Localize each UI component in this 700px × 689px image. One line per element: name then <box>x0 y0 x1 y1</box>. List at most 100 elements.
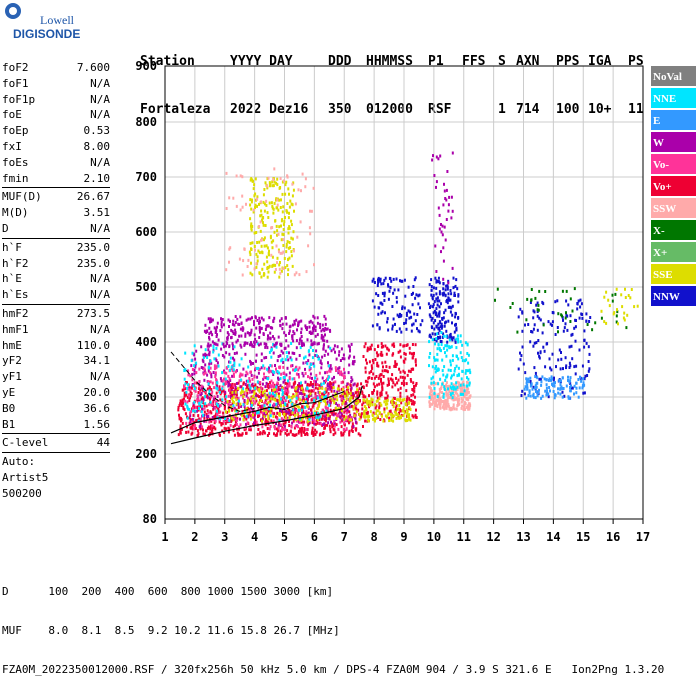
scatter-point <box>368 371 371 375</box>
scatter-point <box>274 393 277 397</box>
scatter-point <box>281 388 284 392</box>
scatter-point <box>217 338 220 342</box>
scatter-point <box>402 359 405 363</box>
scatter-point <box>436 395 439 399</box>
scatter-point <box>210 430 213 433</box>
scatter-point <box>296 395 298 398</box>
scatter-point <box>442 395 445 399</box>
scatter-point <box>312 349 314 352</box>
scatter-point <box>340 433 343 437</box>
scatter-point <box>221 422 224 426</box>
scatter-point <box>356 401 359 405</box>
scatter-point <box>195 349 198 353</box>
scatter-point <box>402 414 405 417</box>
scatter-point <box>271 226 274 229</box>
scatter-point <box>542 323 545 327</box>
scatter-point <box>412 402 415 406</box>
scatter-point <box>348 410 351 414</box>
scatter-point <box>274 390 277 394</box>
scatter-point <box>375 292 378 296</box>
scatter-point <box>297 431 300 435</box>
scatter-point <box>337 387 340 391</box>
scatter-point <box>431 158 434 162</box>
scatter-point <box>394 365 397 368</box>
scatter-point <box>408 405 411 409</box>
scatter-point <box>272 343 275 346</box>
param-name: B1 <box>2 417 16 431</box>
scatter-point <box>334 431 337 435</box>
scatter-point <box>228 196 231 200</box>
scatter-point <box>430 390 433 394</box>
param-row: hmE 110.0 <box>2 338 110 354</box>
scatter-point <box>532 344 535 348</box>
labels-4: P1 <box>428 54 444 69</box>
scatter-point <box>235 423 238 426</box>
scatter-point <box>429 306 431 309</box>
scatter-point <box>392 352 395 356</box>
scatter-point <box>431 332 434 336</box>
scatter-point <box>369 345 372 349</box>
scatter-point <box>340 397 343 401</box>
scatter-point <box>272 388 275 392</box>
scatter-point <box>227 318 230 322</box>
scatter-point <box>230 365 233 369</box>
scatter-point <box>279 432 282 436</box>
scatter-point <box>335 406 338 410</box>
scatter-point <box>284 316 287 320</box>
scatter-point <box>380 373 383 377</box>
scatter-point <box>301 384 303 388</box>
scatter-point <box>234 387 237 391</box>
scatter-point <box>557 358 560 362</box>
scatter-point <box>460 385 463 389</box>
scatter-point <box>533 366 536 370</box>
scatter-point <box>415 382 418 385</box>
scatter-point <box>202 356 205 360</box>
scatter-point <box>563 394 566 398</box>
scatter-point <box>324 333 326 337</box>
scatter-point <box>326 394 329 398</box>
scatter-point <box>460 356 463 359</box>
scatter-point <box>433 389 436 393</box>
scatter-point <box>400 409 403 413</box>
scatter-point <box>374 406 377 410</box>
scatter-point <box>365 361 368 365</box>
scatter-point <box>265 356 268 359</box>
scatter-point <box>186 395 189 399</box>
scatter-point <box>338 366 341 370</box>
scatter-point <box>461 398 464 402</box>
scatter-point <box>225 207 228 210</box>
scatter-point <box>340 431 343 435</box>
scatter-point <box>215 400 218 404</box>
scatter-point <box>234 328 237 332</box>
scatter-point <box>368 376 371 380</box>
scatter-point <box>275 433 278 437</box>
scatter-point <box>204 433 206 437</box>
scatter-point <box>419 323 422 327</box>
scatter-point <box>523 392 526 396</box>
scatter-point <box>302 361 305 365</box>
scatter-point <box>291 394 294 398</box>
scatter-point <box>314 334 317 338</box>
scatter-point <box>394 322 396 326</box>
scatter-point <box>536 301 539 305</box>
scatter-point <box>433 407 436 411</box>
scatter-point <box>235 398 238 402</box>
scatter-point <box>455 337 458 341</box>
scatter-point <box>278 275 281 279</box>
scatter-point <box>461 359 464 363</box>
scatter-point <box>552 378 555 382</box>
scatter-point <box>284 419 287 423</box>
scatter-point <box>305 397 308 400</box>
scatter-point <box>195 361 198 365</box>
scatter-point <box>226 418 229 422</box>
scatter-point <box>281 428 284 432</box>
scatter-point <box>456 385 459 389</box>
scatter-point <box>455 354 458 358</box>
scatter-point <box>306 326 309 330</box>
scatter-point <box>249 428 252 432</box>
scatter-point <box>302 396 305 399</box>
scatter-point <box>443 385 446 389</box>
scatter-point <box>298 384 301 388</box>
scatter-point <box>234 331 237 335</box>
scatter-point <box>260 393 263 397</box>
